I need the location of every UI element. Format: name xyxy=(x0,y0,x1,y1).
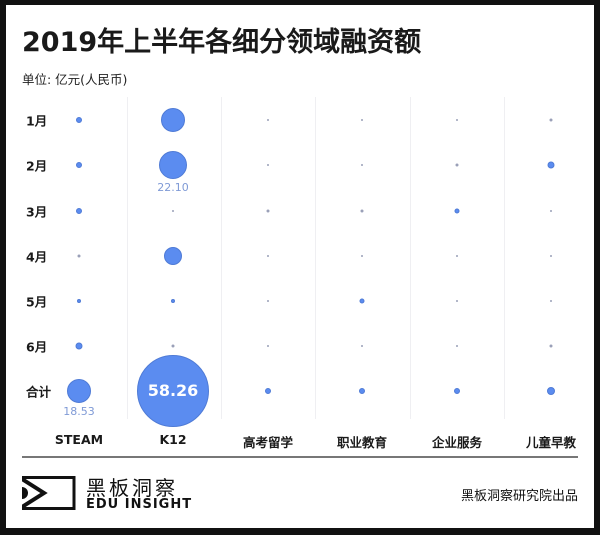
column-label: K12 xyxy=(159,432,187,447)
data-bubble xyxy=(454,388,460,394)
data-bubble xyxy=(549,118,553,122)
data-bubble xyxy=(549,344,553,348)
data-bubble xyxy=(267,164,269,166)
row-label: 5月 xyxy=(26,294,48,310)
baseline-divider xyxy=(22,456,578,458)
data-bubble xyxy=(361,119,363,121)
data-bubble xyxy=(265,388,271,394)
data-bubble xyxy=(359,298,365,304)
data-bubble xyxy=(547,387,555,395)
data-bubble xyxy=(77,299,81,303)
data-bubble xyxy=(550,300,552,302)
column-divider xyxy=(127,97,128,419)
row-label: 合计 xyxy=(26,384,52,400)
data-bubble xyxy=(360,209,364,213)
credit-text: 黑板洞察研究院出品 xyxy=(460,489,578,504)
data-bubble xyxy=(75,342,83,350)
data-bubble xyxy=(267,300,269,302)
column-label: 儿童早教 xyxy=(525,435,577,450)
column-label: 职业教育 xyxy=(336,435,388,450)
data-bubble xyxy=(76,117,82,123)
data-bubble xyxy=(361,164,363,166)
data-bubble xyxy=(359,388,365,394)
column-label: 企业服务 xyxy=(431,435,483,450)
data-bubble xyxy=(76,162,82,168)
data-bubble xyxy=(547,161,555,169)
data-bubble xyxy=(455,163,459,167)
data-bubble xyxy=(267,119,269,121)
data-bubble xyxy=(267,345,269,347)
data-bubble xyxy=(550,255,552,257)
data-bubble xyxy=(159,151,187,179)
data-bubble xyxy=(456,255,458,257)
data-bubble xyxy=(361,255,363,257)
data-bubble xyxy=(76,208,82,214)
row-label: 3月 xyxy=(26,204,48,220)
row-label: 1月 xyxy=(26,113,48,129)
row-label: 2月 xyxy=(26,158,48,174)
column-divider xyxy=(410,97,411,419)
column-label: STEAM xyxy=(54,432,104,447)
data-bubble xyxy=(164,247,182,265)
row-label: 6月 xyxy=(26,339,48,355)
data-bubble xyxy=(456,119,458,121)
data-bubble xyxy=(67,379,91,403)
column-divider xyxy=(504,97,505,419)
data-bubble xyxy=(161,108,185,132)
chart-panel xyxy=(6,5,594,528)
data-bubble xyxy=(137,355,209,427)
data-bubble xyxy=(550,210,552,212)
column-divider xyxy=(315,97,316,419)
bubble-value-label: 22.10 xyxy=(157,181,189,194)
data-bubble xyxy=(171,344,175,348)
chart-title: 2019年上半年各细分领域融资额 xyxy=(22,27,422,58)
data-bubble xyxy=(77,254,81,258)
data-bubble xyxy=(454,208,460,214)
data-bubble xyxy=(171,299,175,303)
unit-label: 单位: 亿元(人民币) xyxy=(22,72,128,87)
bubble-value-label: 58.26 xyxy=(147,381,199,400)
data-bubble xyxy=(266,209,270,213)
data-bubble xyxy=(456,345,458,347)
row-label: 4月 xyxy=(26,249,48,265)
edu-insight-logo-icon xyxy=(22,476,76,510)
column-divider xyxy=(221,97,222,419)
brand-name-cn: 黑板洞察 xyxy=(86,476,178,500)
data-bubble xyxy=(267,255,269,257)
brand-name-en: EDU INSIGHT xyxy=(86,497,193,512)
column-label: 高考留学 xyxy=(242,435,294,450)
data-bubble xyxy=(456,300,458,302)
data-bubble xyxy=(361,345,363,347)
data-bubble xyxy=(172,210,174,212)
bubble-value-label: 18.53 xyxy=(63,405,95,418)
